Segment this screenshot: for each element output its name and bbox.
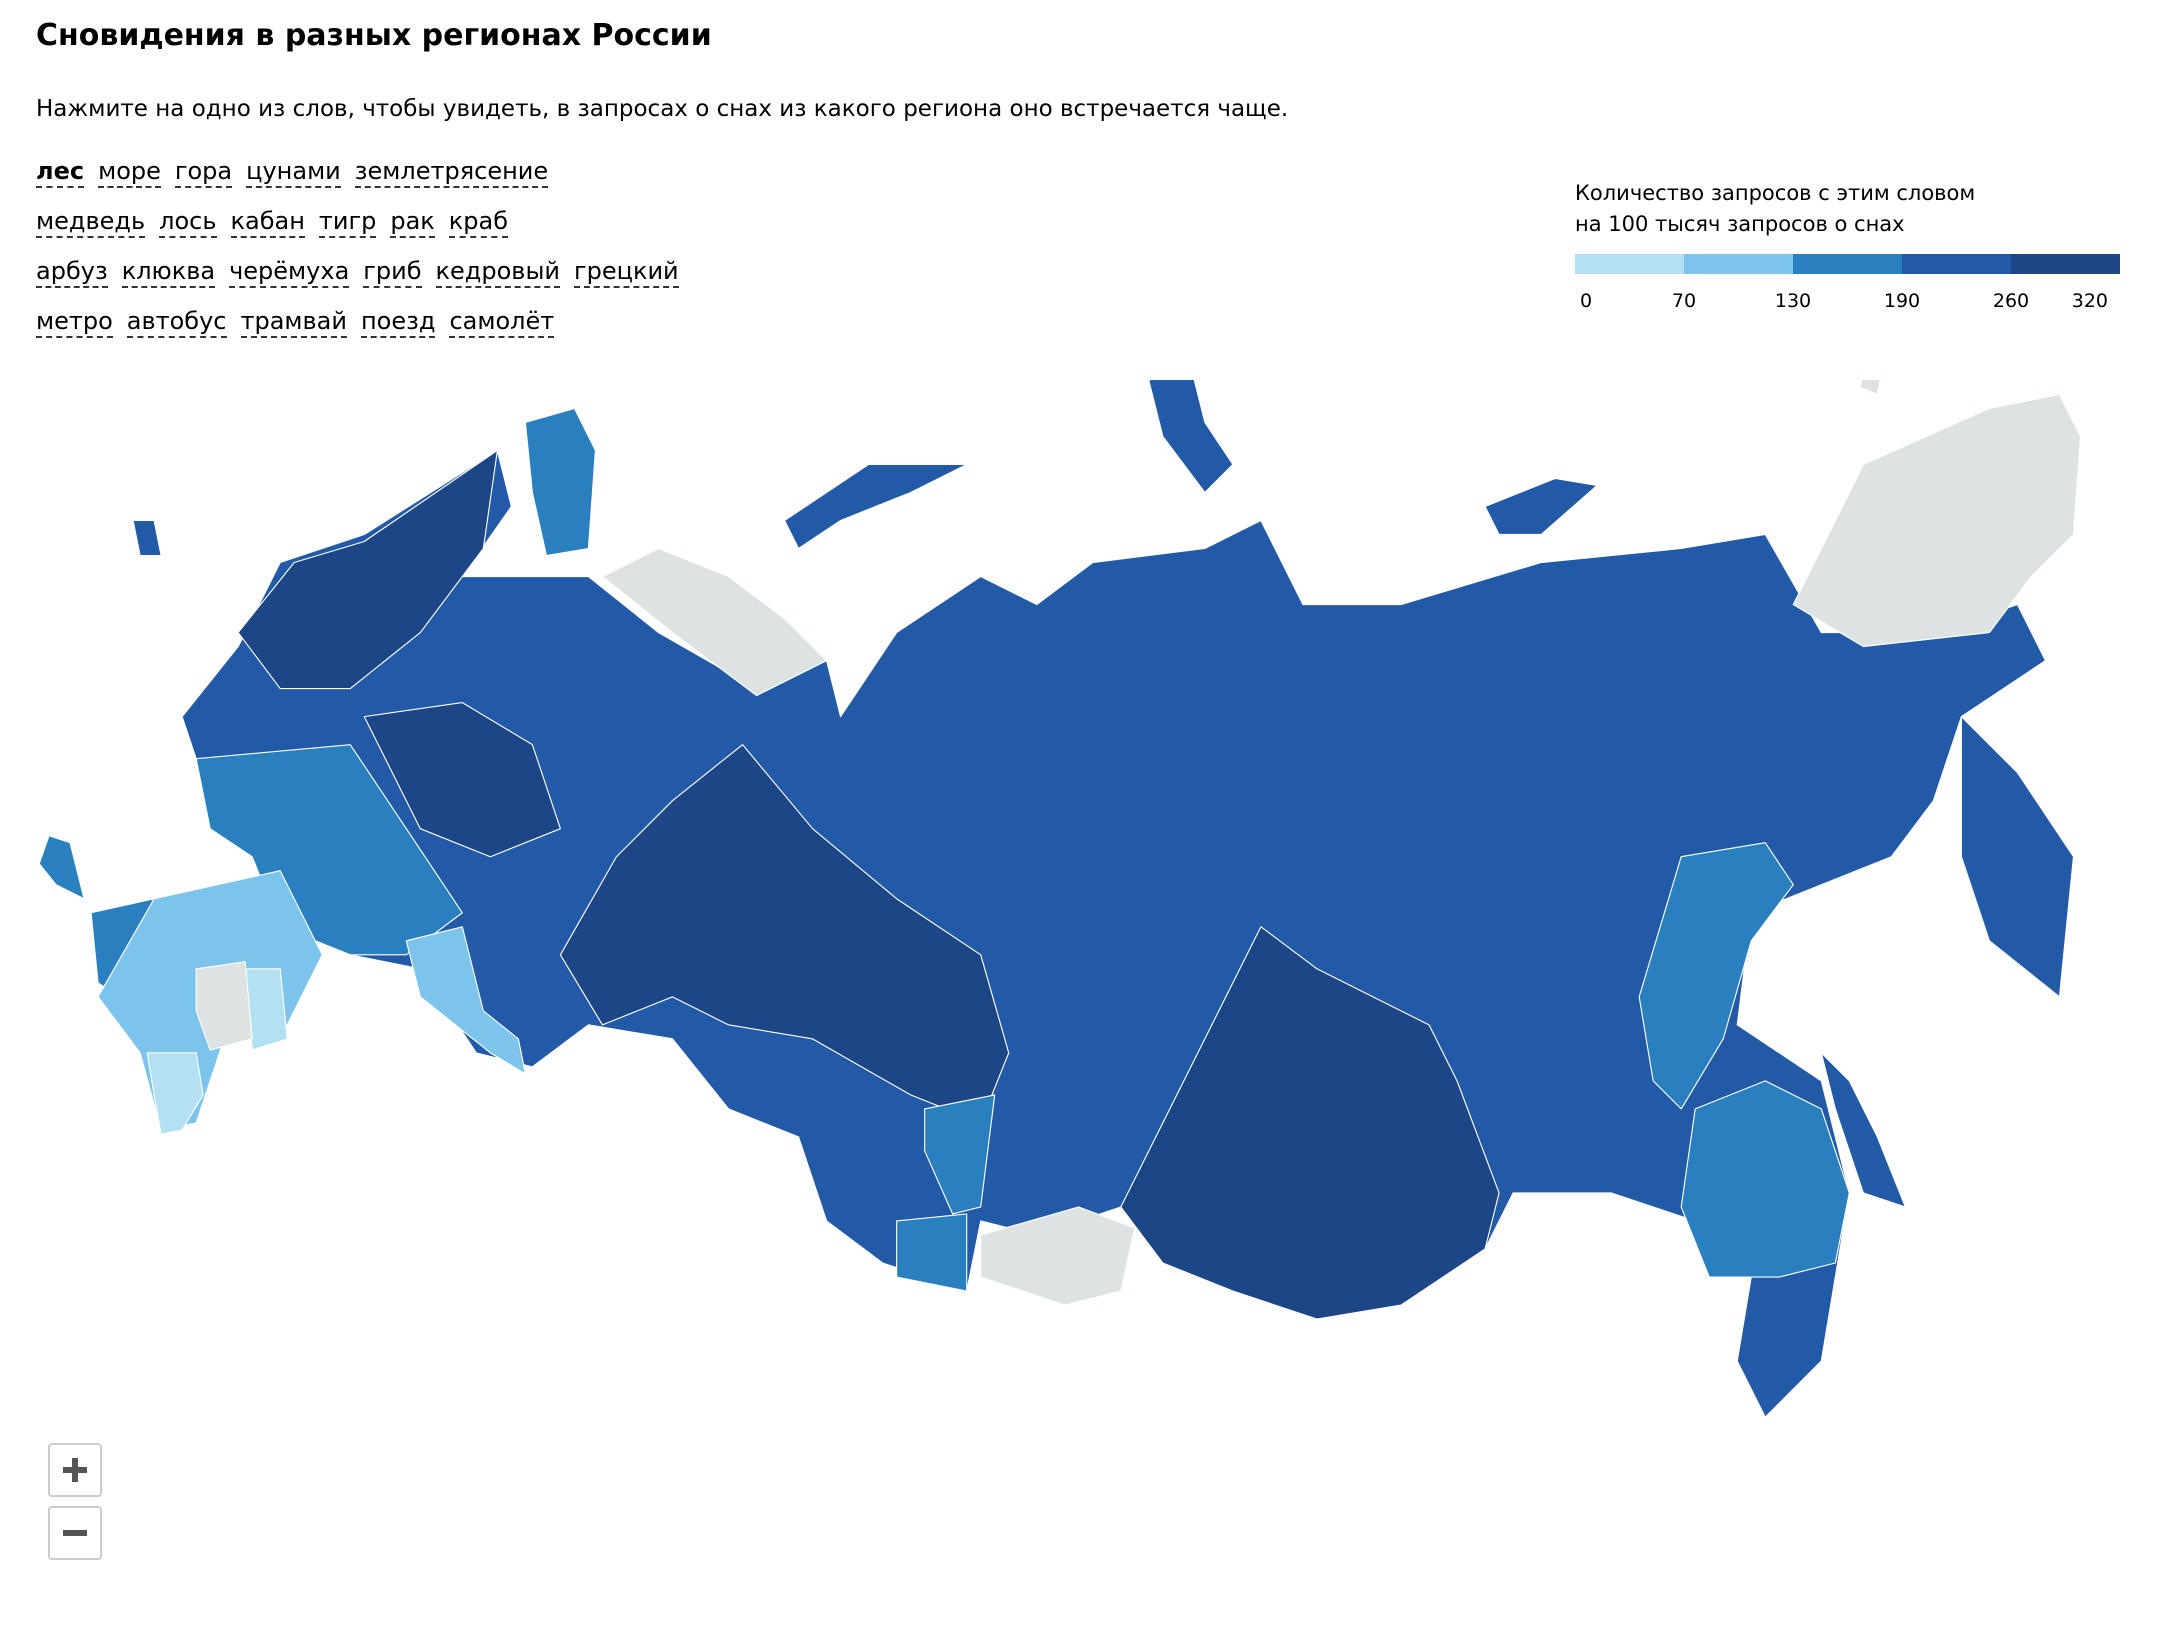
region: [132, 519, 162, 557]
region: [363, 702, 561, 858]
region: [1820, 1052, 1906, 1208]
region: [237, 449, 498, 690]
legend-title: Количество запросов с этим словом: [1575, 181, 1976, 205]
region: [1638, 842, 1794, 1110]
word-link[interactable]: лось: [159, 206, 217, 238]
region-no-data: [195, 961, 253, 1051]
word-link[interactable]: рак: [390, 206, 435, 238]
word-link[interactable]: землетрясение: [354, 156, 549, 188]
zoom-in-button[interactable]: [48, 1443, 102, 1497]
word-row: лес море гора цунами землетрясение: [36, 156, 679, 206]
zoom-out-icon: [63, 1530, 87, 1536]
region: [1148, 380, 1234, 494]
region: [896, 1213, 968, 1292]
legend-swatch: [1902, 254, 2011, 274]
word-link[interactable]: черёмуха: [229, 256, 350, 288]
legend-swatch: [2011, 254, 2120, 274]
region: [524, 407, 596, 557]
word-link[interactable]: гора: [174, 156, 233, 188]
word-link[interactable]: автобус: [126, 306, 227, 338]
legend-swatch: [1575, 254, 1684, 274]
word-link[interactable]: кабан: [230, 206, 305, 238]
word-row: метро автобус трамвай поезд самолёт: [36, 306, 679, 356]
region: [1120, 926, 1500, 1320]
region: [38, 835, 85, 900]
word-link[interactable]: медведь: [36, 206, 146, 238]
legend-scale: 0 70 130 190 260 320: [1575, 254, 2120, 312]
region: [1484, 477, 1598, 536]
word-link[interactable]: цунами: [246, 156, 341, 188]
legend: Количество запросов с этим словом на 100…: [1575, 178, 2120, 324]
region-no-data: [601, 547, 828, 697]
region-no-data: [1792, 393, 2082, 648]
legend-tick-label: 320: [2072, 290, 2108, 312]
region: [405, 926, 526, 1075]
region: [146, 1052, 204, 1135]
word-link[interactable]: метро: [36, 306, 113, 338]
map: [38, 380, 2082, 1418]
legend-title: на 100 тысяч запросов о снах: [1575, 212, 1905, 236]
legend-tick-label: 260: [1993, 290, 2029, 312]
word-link[interactable]: кедровый: [435, 256, 560, 288]
word-link[interactable]: самолёт: [449, 306, 555, 338]
region: [195, 744, 463, 956]
word-link[interactable]: поезд: [360, 306, 436, 338]
legend-swatch: [1684, 254, 1793, 274]
region: [924, 1094, 996, 1215]
legend-tick-label: 0: [1580, 290, 1592, 312]
region: [783, 463, 968, 550]
legend-tick-label: 70: [1672, 290, 1696, 312]
word-list: лес море гора цунами землетрясение медведь лос…: [36, 156, 679, 356]
subtitle: Нажмите на одно из слов, чтобы увидеть, …: [36, 96, 1289, 122]
word-link[interactable]: клюква: [121, 256, 216, 288]
word-link[interactable]: море: [98, 156, 161, 188]
region-no-data: [980, 1206, 1136, 1306]
zoom-out-button[interactable]: [48, 1506, 102, 1560]
legend-tick-label: 190: [1884, 290, 1920, 312]
region: [559, 744, 1010, 1124]
word-link[interactable]: тигр: [318, 206, 377, 238]
legend-swatch: [1793, 254, 1902, 274]
word-link[interactable]: грецкий: [574, 256, 679, 288]
legend-tick-label: 130: [1775, 290, 1811, 312]
zoom-in-icon: [63, 1458, 87, 1482]
word-link[interactable]: гриб: [363, 256, 422, 288]
region: [1960, 716, 2075, 998]
word-row: медведь лось кабан тигр рак краб: [36, 206, 679, 256]
word-row: арбуз клюква черёмуха гриб кедровый грецкий: [36, 256, 679, 306]
title: Сновидения в разных регионах России: [36, 18, 712, 53]
word-link[interactable]: арбуз: [36, 256, 108, 288]
word-link[interactable]: лес: [36, 156, 85, 188]
region: [1680, 1080, 1850, 1278]
region-no-data: [1859, 380, 1881, 395]
region: [181, 449, 2047, 1418]
word-link[interactable]: краб: [448, 206, 509, 238]
word-link[interactable]: трамвай: [240, 306, 347, 338]
